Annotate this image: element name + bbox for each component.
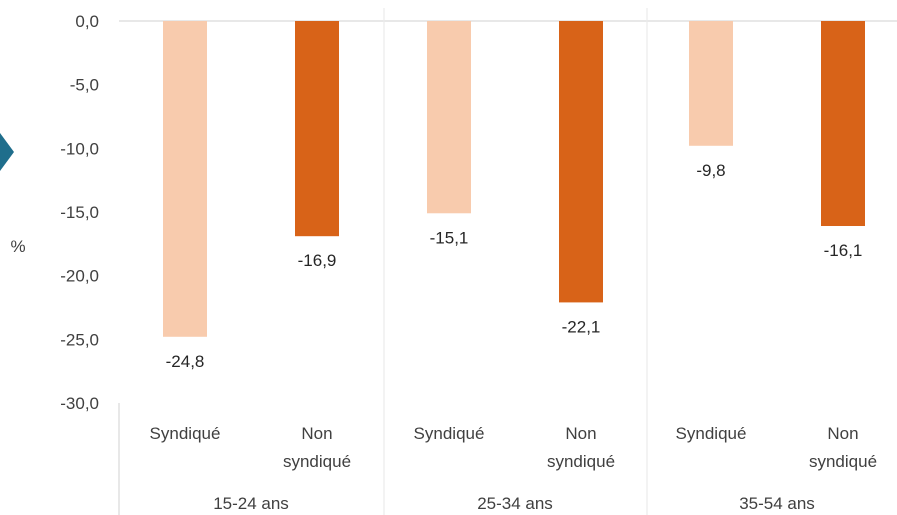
bar (163, 21, 207, 337)
diamond-marker-icon (0, 133, 14, 171)
data-label: -15,1 (430, 228, 469, 247)
group-label: 35-54 ans (739, 494, 815, 513)
bar (689, 21, 733, 146)
data-label: -9,8 (696, 161, 725, 180)
category-label: Syndiqué (150, 424, 221, 443)
y-tick-label: -10,0 (60, 139, 99, 158)
category-label: syndiqué (283, 452, 351, 471)
y-tick-label: -5,0 (70, 76, 99, 95)
category-label: syndiqué (547, 452, 615, 471)
y-axis-label: % (10, 237, 25, 256)
data-label: -16,9 (298, 251, 337, 270)
bar (559, 21, 603, 303)
group-label: 15-24 ans (213, 494, 289, 513)
y-tick-label: -20,0 (60, 267, 99, 286)
data-label: -22,1 (562, 317, 601, 336)
category-label: Non (301, 424, 332, 443)
category-label: Syndiqué (414, 424, 485, 443)
bar (295, 21, 339, 237)
y-tick-label: -30,0 (60, 394, 99, 413)
category-label: Non (827, 424, 858, 443)
data-label: -16,1 (824, 241, 863, 260)
y-tick-label: -15,0 (60, 203, 99, 222)
group-label: 25-34 ans (477, 494, 553, 513)
bar (427, 21, 471, 214)
data-label: -24,8 (166, 352, 205, 371)
category-label: syndiqué (809, 452, 877, 471)
category-label: Syndiqué (676, 424, 747, 443)
bar (821, 21, 865, 227)
y-tick-label: 0,0 (75, 12, 99, 31)
y-tick-label: -25,0 (60, 330, 99, 349)
category-label: Non (565, 424, 596, 443)
